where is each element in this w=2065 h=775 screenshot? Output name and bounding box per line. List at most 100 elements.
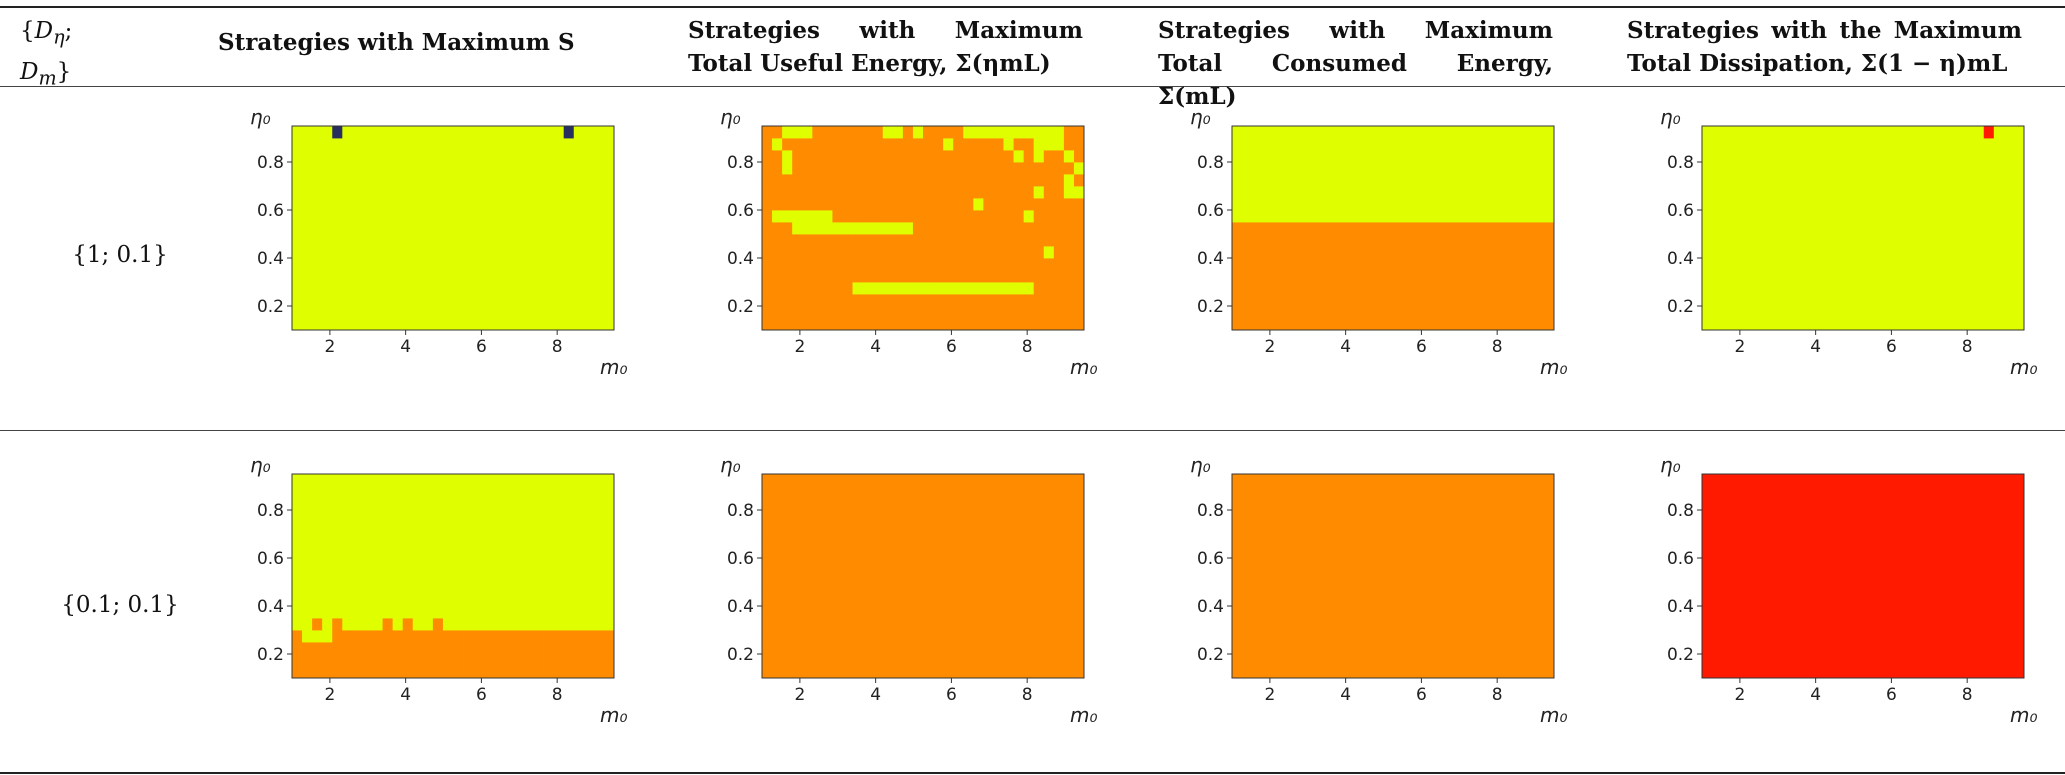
heatmap-cell [1832, 318, 1844, 331]
x-tick-label: 8 [1492, 337, 1503, 357]
heatmap-cell [772, 186, 783, 199]
y-tick-label: 0.8 [1667, 501, 1694, 521]
heatmap-cell [862, 534, 874, 547]
heatmap-cell [553, 234, 565, 247]
heatmap-cell [1832, 222, 1844, 235]
heatmap-cell [533, 318, 544, 331]
heatmap-cell [1863, 198, 1874, 211]
heatmap-cell [2013, 162, 2025, 175]
heatmap-cell [422, 666, 434, 679]
heatmap-cell [342, 558, 353, 571]
heatmap-cell [1503, 150, 1515, 163]
heatmap-cell [573, 654, 585, 667]
heatmap-cell [902, 138, 914, 151]
heatmap-cell [852, 486, 864, 499]
heatmap-cell [1832, 162, 1844, 175]
heatmap-cell [842, 174, 853, 187]
heatmap-cell [1483, 282, 1495, 295]
heatmap-cell [463, 294, 474, 307]
heatmap-cell [563, 126, 575, 139]
heatmap-cell [1433, 210, 1444, 223]
heatmap-cell [362, 618, 373, 631]
heatmap-cell [1063, 282, 1075, 295]
heatmap-cell [1933, 498, 1944, 511]
heatmap-cell [523, 186, 534, 199]
heatmap-cell [1403, 234, 1414, 247]
heatmap-cell [1342, 150, 1354, 163]
heatmap-cell [1832, 282, 1844, 295]
heatmap-cell [1523, 258, 1535, 271]
heatmap-cell [473, 582, 484, 595]
heatmap-cell [573, 150, 585, 163]
heatmap-cell [523, 258, 534, 271]
heatmap-cell [1393, 498, 1404, 511]
heatmap-cell [933, 282, 944, 295]
heatmap-cell [1242, 198, 1253, 211]
heatmap-cell [943, 270, 954, 283]
heatmap-cell [1453, 582, 1464, 595]
heatmap-cell [1792, 474, 1804, 487]
heatmap-cell [412, 474, 424, 487]
heatmap-cell [1822, 606, 1834, 619]
x-tick-label: 8 [552, 337, 563, 357]
heatmap-cell [792, 522, 803, 535]
heatmap-cell [533, 594, 544, 607]
heatmap-cell [782, 594, 793, 607]
heatmap-cell [902, 306, 914, 319]
heatmap-cell [503, 162, 514, 175]
heatmap-cell [583, 498, 595, 511]
heatmap-cell [483, 282, 494, 295]
heatmap-cell [1513, 210, 1525, 223]
heatmap-cell [453, 534, 464, 547]
heatmap-cell [862, 258, 874, 271]
heatmap-cell [372, 666, 383, 679]
heatmap-cell [312, 546, 323, 559]
heatmap-cell [983, 198, 994, 211]
heatmap-cell [1742, 666, 1753, 679]
heatmap-cell [1063, 534, 1075, 547]
heatmap-cell [1993, 666, 2005, 679]
heatmap-cell [1453, 270, 1464, 283]
heatmap-cell [1013, 510, 1025, 523]
heatmap-cell [1282, 210, 1293, 223]
heatmap-cell [882, 618, 894, 631]
heatmap-cell [1073, 666, 1085, 679]
heatmap-cell [1732, 654, 1743, 667]
heatmap-cell [983, 174, 994, 187]
heatmap-cell [402, 234, 414, 247]
heatmap-cell [1893, 162, 1904, 175]
heatmap-cell [1883, 630, 1894, 643]
heatmap-cell [802, 642, 813, 655]
heatmap-cell [1913, 162, 1924, 175]
heatmap-cell [822, 210, 833, 223]
heatmap-cell [1292, 666, 1303, 679]
heatmap-cell [1043, 654, 1055, 667]
heatmap-cell [1443, 486, 1454, 499]
heatmap-cell [453, 498, 464, 511]
heatmap-cell [1372, 642, 1384, 655]
heatmap-cell [1513, 654, 1525, 667]
heatmap-cell [503, 210, 514, 223]
heatmap-cell [1543, 174, 1555, 187]
heatmap-cell [1732, 138, 1743, 151]
heatmap-cell [593, 222, 605, 235]
heatmap-cell [432, 474, 444, 487]
heatmap-cell [1033, 138, 1045, 151]
heatmap-cell [1993, 642, 2005, 655]
heatmap-cell [1883, 618, 1894, 631]
heatmap-cell [832, 582, 843, 595]
heatmap-cell [1362, 666, 1374, 679]
heatmap-cell [1712, 234, 1723, 247]
heatmap-cell [1433, 258, 1444, 271]
heatmap-cell [792, 270, 803, 283]
heatmap-cell [463, 618, 474, 631]
heatmap-cell [1933, 630, 1944, 643]
heatmap-cell [2013, 306, 2025, 319]
heatmap-cell [322, 666, 333, 679]
heatmap-cell [523, 570, 534, 583]
heatmap-cell [362, 246, 373, 259]
heatmap-cell [1523, 126, 1535, 139]
heatmap-cell [533, 186, 544, 199]
heatmap-cell [872, 186, 884, 199]
heatmap-r1c1: 2 4 6 8 0.2 0.4 0.6 0.8 η₀ m₀ [220, 100, 628, 380]
